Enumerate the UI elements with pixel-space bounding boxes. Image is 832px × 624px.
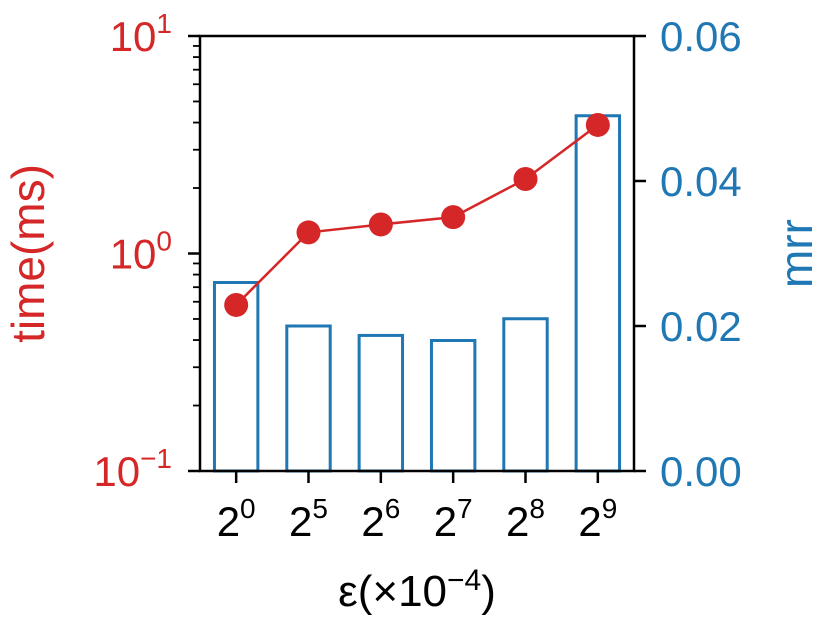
left-tick-label-exponent: 0 — [156, 226, 172, 257]
left-tick-label: 101 — [110, 8, 172, 60]
left-tick-label-exponent: −1 — [140, 443, 172, 474]
time-line — [224, 112, 610, 317]
x-tick-label: 29 — [578, 493, 617, 545]
x-tick-label-base: 2 — [361, 498, 384, 545]
x-tick-label-exponent: 6 — [385, 493, 401, 524]
right-tick-label: 0.06 — [660, 13, 742, 60]
x-axis-ticks: 20 25 26 27 28 29 — [217, 471, 617, 545]
time-point — [368, 212, 393, 237]
x-tick-label: 25 — [289, 493, 328, 545]
x-tick-label-base: 2 — [578, 498, 601, 545]
x-tick-label-base: 2 — [217, 498, 240, 545]
x-tick-label-exponent: 8 — [529, 493, 545, 524]
time-series-line — [235, 123, 599, 306]
mrr-bar — [574, 114, 622, 473]
time-point — [513, 167, 538, 192]
x-axis-title-suffix: ) — [481, 567, 496, 616]
mrr-bar — [285, 324, 332, 473]
time-point — [296, 220, 321, 245]
right-tick-label: 0.00 — [660, 448, 742, 495]
plot-frame — [198, 34, 636, 473]
left-tick-label-exponent: 1 — [156, 8, 172, 39]
mrr-bar — [502, 317, 549, 473]
mrr-bar — [429, 339, 477, 473]
left-axis-title: time(ms) — [2, 164, 54, 343]
x-tick-label: 20 — [217, 493, 256, 545]
mrr-bar — [357, 333, 405, 473]
x-tick-label: 28 — [506, 493, 545, 545]
x-axis-title-prefix: ε(×10 — [338, 567, 447, 616]
x-tick-label-base: 2 — [434, 498, 457, 545]
time-point — [441, 205, 466, 230]
x-axis-title: ε(×10−4) — [338, 564, 496, 616]
time-point — [585, 112, 610, 137]
x-tick-label-exponent: 5 — [312, 493, 328, 524]
x-tick-label-exponent: 9 — [602, 493, 618, 524]
x-tick-label: 26 — [361, 493, 400, 545]
x-tick-label-exponent: 7 — [457, 493, 473, 524]
x-tick-label-base: 2 — [289, 498, 312, 545]
right-tick-label: 0.02 — [660, 303, 742, 350]
mrr-bars — [212, 114, 622, 473]
right-tick-label: 0.04 — [660, 158, 742, 205]
left-tick-label-base: 10 — [110, 13, 157, 60]
left-tick-label: 10−1 — [93, 443, 172, 495]
right-axis-title: mrr — [770, 219, 822, 288]
left-tick-label: 100 — [110, 226, 172, 278]
left-tick-label-base: 10 — [110, 231, 157, 278]
x-tick-label-base: 2 — [506, 498, 529, 545]
x-axis-title-exponent: −4 — [447, 564, 481, 597]
time-point — [224, 292, 249, 317]
left-tick-label-base: 10 — [93, 448, 140, 495]
right-axis-ticks: 0.00 0.02 0.04 0.06 — [634, 13, 742, 495]
x-tick-label-exponent: 0 — [240, 493, 256, 524]
x-tick-label: 27 — [434, 493, 473, 545]
